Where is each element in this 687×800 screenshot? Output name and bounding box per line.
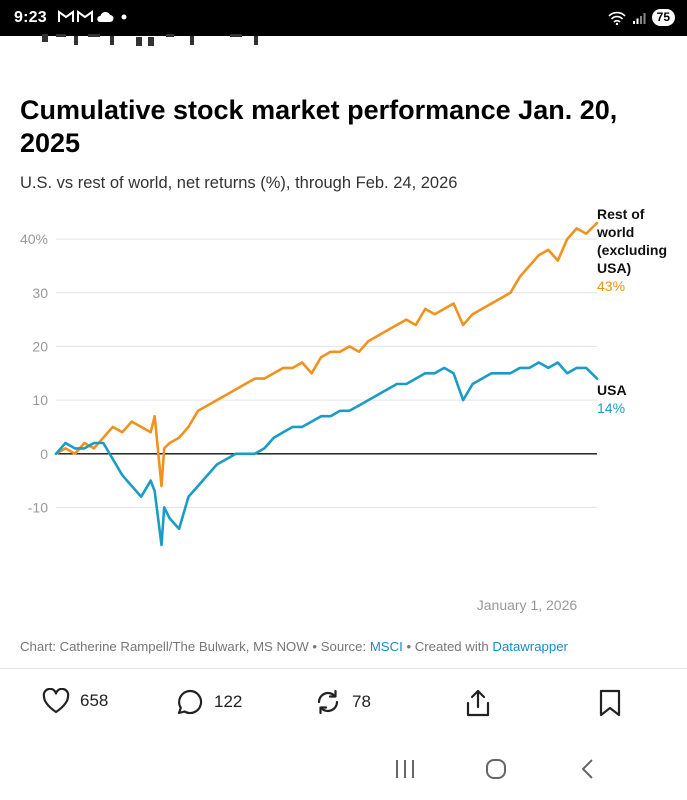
status-time: 9:23 [14,9,47,26]
dot-icon [121,14,127,20]
like-button[interactable]: 658 [42,688,108,714]
comment-button[interactable]: 122 [176,688,242,716]
y-tick-label: 20 [32,338,48,354]
series-name-label: USA [597,382,627,398]
y-tick-label: 0 [40,446,48,462]
comment-count: 122 [214,692,243,711]
series-name-label: USA) [597,260,631,276]
series-name-label: Rest of [597,206,645,222]
back-icon[interactable] [578,758,598,780]
x-annotation-label: January 1, 2026 [477,597,578,613]
chart-credit: Chart: Catherine Rampell/The Bulwark, MS… [20,639,568,654]
series-line-usa [54,361,599,547]
gridlines [56,238,597,508]
series-lines [54,221,599,547]
datawrapper-link[interactable]: Datawrapper [492,639,568,654]
system-navigation-bar [0,748,687,792]
y-tick-label: 10 [32,392,48,408]
y-tick-label: -10 [28,499,48,515]
share-button[interactable] [464,688,492,718]
signal-icon [632,12,646,24]
series-name-label: world [596,224,634,240]
chart-title-line-1: Cumulative stock market performance Jan.… [20,95,618,125]
created-with-text: • Created with [402,639,493,654]
series-line-rest-of-world [54,221,599,488]
gmail-icon [77,10,93,22]
series-labels: Rest of world (excluding USA) 43% USA 14% [596,206,667,416]
like-count: 658 [80,691,109,710]
post-action-bar: 658 122 78 [0,684,687,728]
series-end-value-label: 14% [597,400,625,416]
y-tick-label: 30 [32,285,48,301]
speech-bubble-icon [177,689,203,715]
source-link[interactable]: MSCI [369,639,403,654]
bookmark-button[interactable] [597,688,623,718]
cloud-icon [97,11,114,22]
wifi-icon [608,11,626,25]
share-icon [466,689,490,717]
repost-arrows-icon [317,689,339,715]
notification-icons [58,10,129,23]
system-icons: 75 [608,9,675,26]
y-axis-tick-labels: 40% 30 20 10 0 -10 [20,231,48,515]
repost-button[interactable]: 78 [314,688,371,716]
repost-count: 78 [352,692,371,711]
chart-title: Cumulative stock market performance Jan.… [20,94,660,160]
line-chart: 40% 30 20 10 0 -10 Rest of world (excluding USA)… [20,206,667,613]
home-icon[interactable] [484,758,508,780]
heart-icon [42,688,70,714]
recent-apps-icon[interactable] [394,758,416,780]
status-bar: 9:23 75 [0,0,687,36]
divider [0,668,687,669]
battery-level: 75 [651,9,675,26]
article-text-fragment [42,34,258,46]
series-end-value-label: 43% [597,278,625,294]
chart-title-line-2: 2025 [20,128,81,158]
credit-text: Chart: Catherine Rampell/The Bulwark, MS… [20,639,370,654]
bookmark-icon [599,689,621,717]
chart-subtitle: U.S. vs rest of world, net returns (%), … [20,174,458,192]
series-name-label: (excluding [597,242,667,258]
y-tick-label: 40% [20,231,48,247]
gmail-icon [58,10,74,22]
